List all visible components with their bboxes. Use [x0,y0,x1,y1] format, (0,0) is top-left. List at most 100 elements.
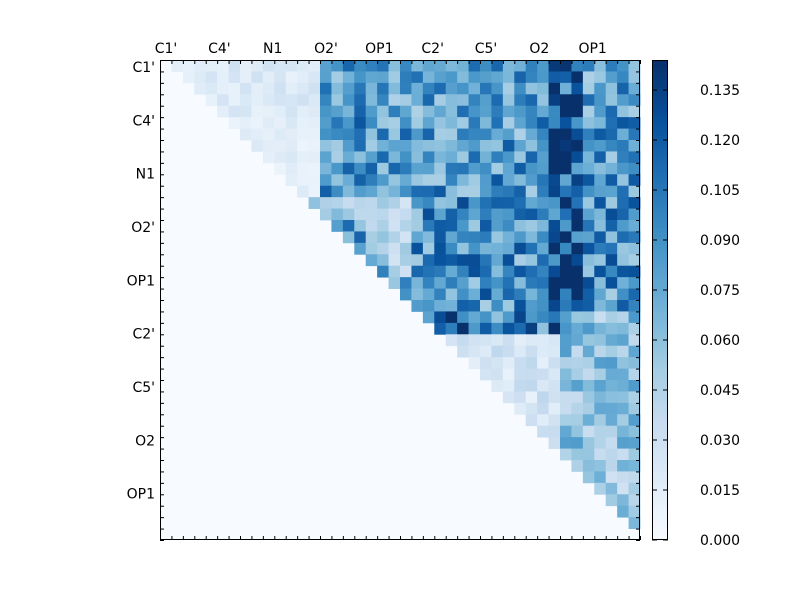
heatmap-cell [445,162,458,175]
heatmap-cell [514,71,527,84]
heatmap-cell [560,334,572,347]
heatmap-cell [445,208,458,221]
heatmap-cell [502,288,515,301]
heatmap-cell [434,300,447,312]
heatmap-cell [480,140,492,152]
heatmap-cell [560,151,572,164]
colorbar-band [652,76,668,81]
heatmap-cell [582,185,595,198]
heatmap-cell [525,220,538,232]
heatmap-cell [365,242,378,255]
heatmap-cell [285,105,298,118]
heatmap-cell [365,151,378,164]
heatmap-cell [308,197,321,209]
heatmap-cell [502,105,515,118]
heatmap-cell [422,311,435,324]
heatmap-cell [605,414,618,427]
heatmap-cell [560,94,572,107]
heatmap-cell [525,288,538,301]
heatmap-cell [537,300,549,312]
heatmap-cell [605,220,618,232]
heatmap-cell [240,117,252,129]
heatmap-cell [365,140,378,152]
heatmap-cell [491,60,504,72]
heatmap-cell [331,71,344,84]
heatmap-cell [491,345,504,358]
heatmap-cell [514,311,527,324]
heatmap-cell [502,368,515,381]
heatmap-cell [388,117,401,129]
heatmap-cell [480,105,492,118]
heatmap-cell [468,140,481,152]
heatmap-cell [411,300,424,312]
heatmap-cell [560,185,572,198]
heatmap-cell [491,162,504,175]
heatmap-cell [422,197,435,209]
colorbar-band [652,248,668,253]
heatmap-cell [548,117,561,129]
heatmap-cell [354,117,367,129]
heatmap-cell [491,105,504,118]
colorbar-band [652,380,668,385]
heatmap-cell [594,368,607,381]
heatmap-cell [445,334,458,347]
heatmap-ticks [160,60,641,541]
heatmap-cell [571,345,584,358]
heatmap-cell [388,242,401,255]
heatmap-cell [377,231,389,244]
colorbar-band [652,168,668,173]
heatmap-cell [262,82,275,95]
heatmap-cell [548,357,561,369]
colorbar-band [652,80,668,85]
heatmap-cell [560,425,572,438]
heatmap-cell [400,151,412,164]
heatmap-cell [365,94,378,107]
heatmap-cell [194,60,207,72]
heatmap-cell [388,105,401,118]
heatmap-cell [388,277,401,289]
heatmap-cell [457,82,469,95]
heatmap-cell [560,140,572,152]
heatmap-cell [537,242,549,255]
heatmap-cell [594,174,607,187]
heatmap-cell [628,471,641,484]
heatmap-cell [320,128,332,141]
heatmap-cell [274,140,287,152]
heatmap-cell [605,300,618,312]
colorbar-band [652,356,668,361]
heatmap-cell [571,380,584,392]
colorbar-band [652,264,668,269]
heatmap-cell [491,380,504,392]
heatmap-cell [560,174,572,187]
heatmap-cell [594,288,607,301]
heatmap-cell [571,220,584,232]
heatmap-cell [354,185,367,198]
colorbar-band [652,508,668,513]
heatmap-cell [354,140,367,152]
heatmap-cell [628,254,641,267]
heatmap-cell [537,368,549,381]
heatmap-cell [514,220,527,232]
heatmap-cell [594,277,607,289]
heatmap-cell [468,265,481,278]
heatmap-cell [434,197,447,209]
heatmap-cell [571,162,584,175]
heatmap-cell [525,254,538,267]
heatmap-cell [628,242,641,255]
heatmap-cell [411,265,424,278]
colorbar-band [652,60,668,65]
heatmap-cell [457,197,469,209]
heatmap-cell [308,185,321,198]
heatmap-cell [480,162,492,175]
colorbar-band [652,148,668,153]
heatmap-cell [548,437,561,449]
heatmap-cell [468,117,481,129]
colorbar-band [652,224,668,229]
heatmap-cell [628,391,641,404]
heatmap-cell [354,94,367,107]
heatmap-cell [400,254,412,267]
heatmap-cell [548,334,561,347]
heatmap-cell [468,162,481,175]
heatmap-cell [445,185,458,198]
heatmap-cell [468,311,481,324]
